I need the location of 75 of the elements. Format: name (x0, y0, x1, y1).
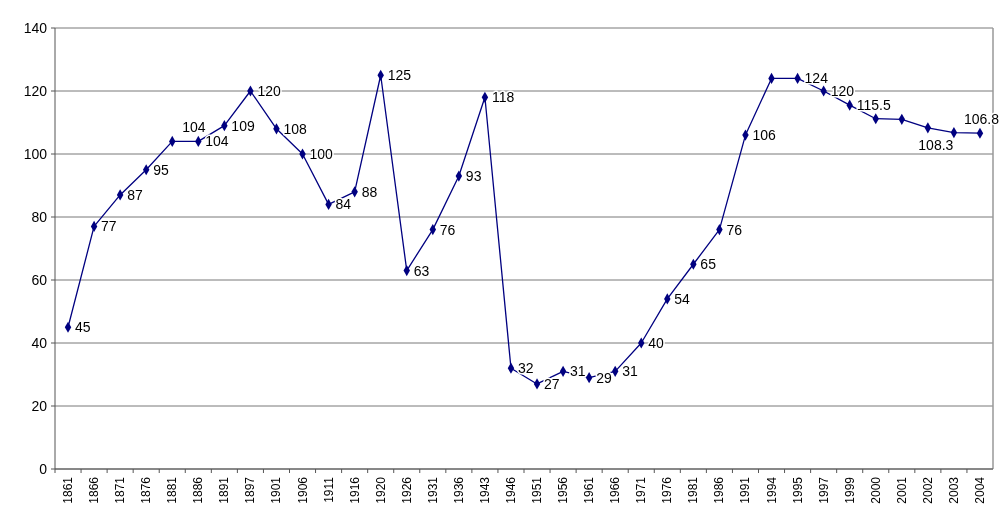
x-tick-label: 1976 (660, 476, 675, 504)
data-label: 120 (830, 83, 855, 99)
data-label: 45 (75, 319, 91, 336)
x-tick-label: 2000 (868, 476, 883, 504)
data-label: 32 (517, 360, 534, 377)
x-tick-label: 1920 (373, 476, 388, 504)
y-tick-label: 20 (31, 397, 48, 414)
data-label: 118 (491, 89, 515, 106)
y-tick-label: 140 (23, 19, 48, 36)
y-tick-label: 40 (31, 334, 48, 351)
y-tick-label: 80 (31, 208, 48, 225)
data-label: 108.3 (918, 136, 954, 153)
data-label: 106 (752, 127, 777, 144)
data-label: 40 (648, 335, 665, 351)
x-tick-label: 2001 (894, 476, 909, 504)
x-tick-label: 1961 (582, 476, 597, 504)
data-label: 84 (335, 196, 352, 213)
x-tick-label: 1901 (269, 476, 284, 504)
data-label: 54 (674, 290, 691, 307)
x-tick-label: 1911 (321, 476, 336, 503)
x-tick-label: 1971 (634, 476, 649, 504)
x-tick-label: 1946 (503, 476, 518, 504)
data-label: 124 (804, 70, 829, 87)
x-tick-label: 1943 (477, 476, 492, 504)
data-label: 27 (544, 375, 560, 392)
x-tick-label: 1997 (816, 476, 831, 504)
y-tick-label: 100 (23, 145, 48, 162)
data-label: 29 (596, 369, 612, 386)
x-tick-label: 1936 (451, 476, 466, 504)
x-tick-label: 1999 (842, 476, 857, 504)
x-tick-label: 1951 (530, 476, 545, 504)
y-tick-label: 0 (39, 460, 48, 477)
data-label: 87 (127, 186, 143, 203)
x-tick-label: 1897 (243, 476, 258, 504)
data-label: 88 (361, 183, 378, 200)
data-label: 108 (283, 120, 308, 137)
x-tick-label: 1876 (139, 476, 154, 504)
x-tick-label: 1886 (191, 476, 206, 504)
x-tick-label: 1931 (425, 476, 440, 504)
x-tick-label: 1926 (399, 476, 414, 504)
data-label: 76 (726, 221, 743, 238)
x-tick-label: 1966 (608, 476, 623, 504)
data-label: 125 (387, 67, 412, 84)
data-label: 120 (257, 83, 281, 99)
y-tick-label: 60 (31, 271, 48, 288)
data-label: 63 (413, 262, 430, 279)
x-tick-label: 1995 (790, 476, 805, 504)
x-tick-label: 1871 (113, 476, 128, 504)
data-label: 106.8 (963, 110, 1000, 127)
x-tick-label: 2004 (972, 476, 987, 504)
x-tick-label: 1991 (738, 476, 753, 504)
data-label: 100 (309, 146, 334, 162)
data-label: 65 (700, 256, 717, 273)
data-label: 104 (182, 119, 206, 136)
x-tick-label: 1906 (295, 476, 310, 504)
x-tick-label: 1981 (686, 476, 701, 504)
x-tick-label: 2003 (946, 476, 961, 504)
x-tick-label: 1861 (61, 476, 76, 504)
data-label: 109 (231, 117, 255, 134)
y-tick-label: 120 (23, 82, 48, 99)
x-tick-label: 1956 (556, 476, 571, 504)
x-tick-label: 1881 (165, 476, 180, 504)
x-tick-label: 1986 (712, 476, 727, 504)
data-label: 104 (205, 133, 229, 150)
data-label: 95 (153, 161, 169, 178)
data-label: 115.5 (856, 97, 891, 114)
x-tick-label: 1866 (87, 476, 102, 504)
x-tick-label: 1891 (217, 476, 232, 504)
x-tick-label: 1916 (347, 476, 362, 504)
data-label: 93 (465, 168, 482, 185)
x-tick-label: 2002 (920, 476, 935, 504)
data-label: 31 (622, 363, 638, 380)
data-label: 77 (101, 218, 117, 235)
data-label: 76 (439, 221, 456, 238)
x-tick-label: 1994 (764, 476, 779, 504)
